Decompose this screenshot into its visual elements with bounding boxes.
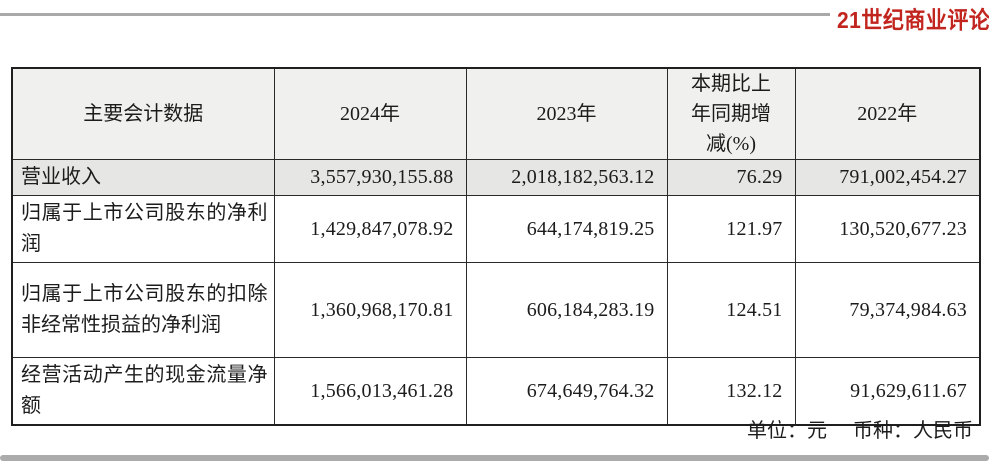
table-row-net-profit: 归属于上市公司股东的净利润 1,429,847,078.92 644,174,8… — [11, 195, 981, 263]
top-divider-rule — [0, 13, 830, 16]
row-label: 经营活动产生的现金流量净额 — [11, 357, 275, 426]
header-yoy-change: 本期比上 年同期增 减(%) — [666, 67, 796, 160]
unit-label: 单位：元 — [747, 420, 827, 442]
table-row-revenue: 营业收入 3,557,930,155.88 2,018,182,563.12 7… — [11, 159, 981, 196]
value-2022: 79,374,984.63 — [794, 262, 981, 358]
value-2024: 1,429,847,078.92 — [273, 195, 467, 263]
row-label: 归属于上市公司股东的扣除非经常性损益的净利润 — [11, 262, 275, 358]
publication-logo: 21世纪商业评论 — [837, 7, 989, 34]
value-2024: 3,557,930,155.88 — [273, 159, 467, 196]
accounting-data-table: 主要会计数据 2024年 2023年 本期比上 年同期增 减(%) 2022年 … — [11, 67, 981, 426]
row-label: 归属于上市公司股东的净利润 — [11, 195, 275, 263]
row-label: 营业收入 — [11, 159, 275, 196]
value-2022: 130,520,677.23 — [794, 195, 981, 263]
currency-label: 币种：人民币 — [853, 420, 973, 442]
value-2023: 644,174,819.25 — [465, 195, 668, 263]
unit-currency-note: 单位：元 币种：人民币 — [747, 414, 973, 443]
value-yoy-change: 121.97 — [666, 195, 796, 263]
value-2022: 791,002,454.27 — [794, 159, 981, 196]
value-yoy-change: 124.51 — [666, 262, 796, 358]
header-2024: 2024年 — [273, 67, 467, 160]
value-yoy-change: 76.29 — [666, 159, 796, 196]
value-yoy-change: 132.12 — [666, 357, 796, 426]
value-2023: 2,018,182,563.12 — [465, 159, 668, 196]
value-2023: 674,649,764.32 — [465, 357, 668, 426]
value-2022: 91,629,611.67 — [794, 357, 981, 426]
bottom-divider-bar — [0, 455, 989, 461]
table-row-operating-cash-flow: 经营活动产生的现金流量净额 1,566,013,461.28 674,649,7… — [11, 357, 981, 426]
value-2024: 1,360,968,170.81 — [273, 262, 467, 358]
value-2023: 606,184,283.19 — [465, 262, 668, 358]
table-row-net-profit-excl-nonrecurring: 归属于上市公司股东的扣除非经常性损益的净利润 1,360,968,170.81 … — [11, 262, 981, 358]
table-header-row: 主要会计数据 2024年 2023年 本期比上 年同期增 减(%) 2022年 — [11, 67, 981, 160]
header-2023: 2023年 — [465, 67, 668, 160]
header-2022: 2022年 — [794, 67, 981, 160]
value-2024: 1,566,013,461.28 — [273, 357, 467, 426]
header-metric: 主要会计数据 — [11, 67, 275, 160]
